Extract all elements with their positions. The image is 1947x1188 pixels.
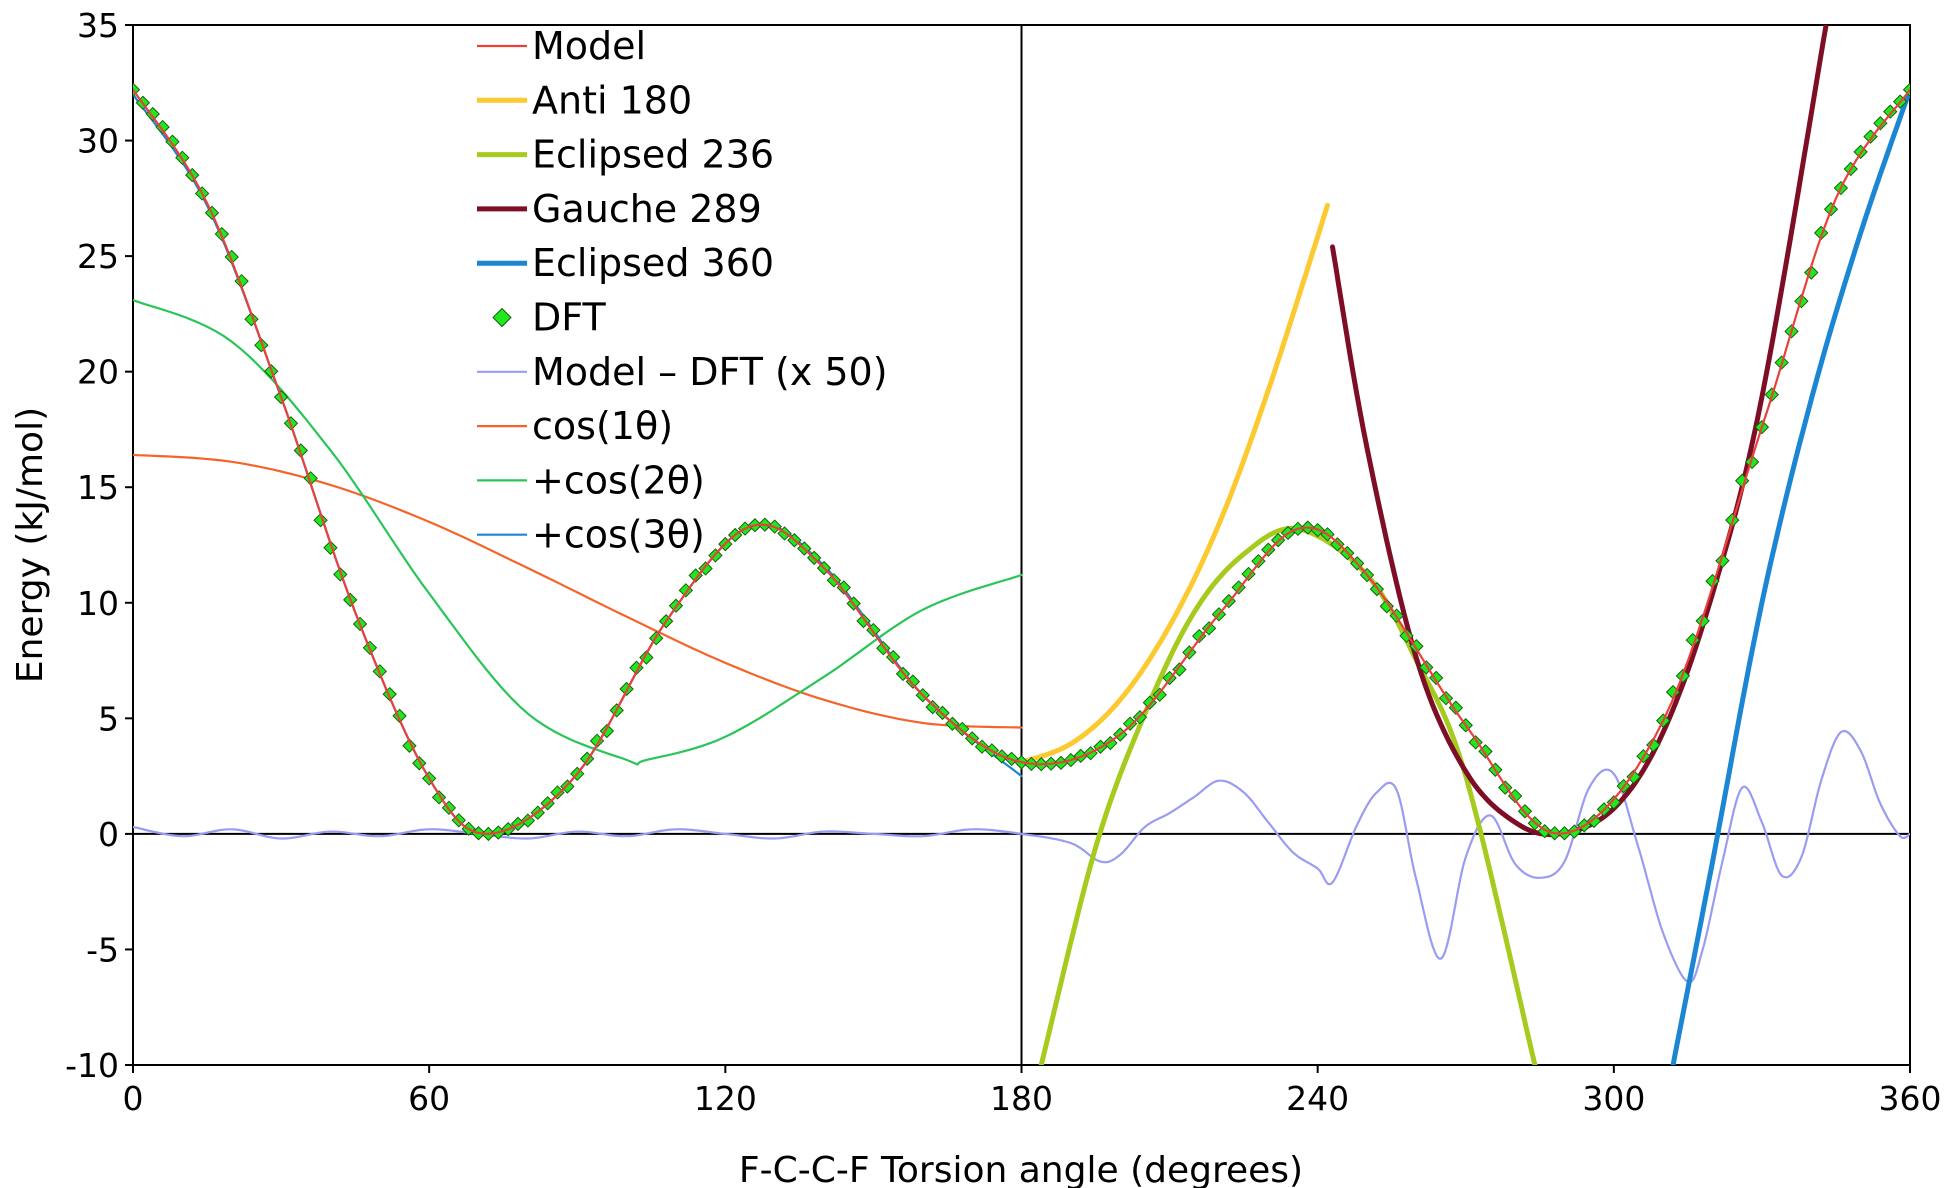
y-tick-label: 15 bbox=[77, 468, 119, 507]
y-tick-label: -10 bbox=[65, 1046, 119, 1085]
series-model-dft-x-50-line bbox=[133, 729, 1910, 984]
dft-point bbox=[1379, 599, 1394, 614]
legend: Model Anti 180 Eclipsed 236 Gauche 289 Eclip… bbox=[477, 24, 888, 557]
legend-label: +cos(3θ) bbox=[532, 513, 705, 557]
y-tick-label: 5 bbox=[98, 699, 119, 738]
series-layer bbox=[133, 25, 1910, 1065]
legend-item-gauche-289: Gauche 289 bbox=[477, 187, 762, 231]
series-group bbox=[133, 25, 1910, 1065]
legend-label: Model bbox=[532, 24, 646, 68]
legend-item-anti-180: Anti 180 bbox=[477, 78, 692, 122]
series-cos-2-line bbox=[133, 298, 1023, 766]
y-axis-title: Energy (kJ/mol) bbox=[10, 407, 51, 683]
legend-label: DFT bbox=[532, 296, 606, 340]
x-tick-label: 360 bbox=[1879, 1079, 1942, 1118]
legend-item-cos-3: +cos(3θ) bbox=[477, 513, 705, 557]
legend-label: Eclipsed 360 bbox=[532, 241, 774, 285]
legend-item-cos-1: cos(1θ) bbox=[477, 404, 673, 448]
dft-point bbox=[244, 312, 259, 327]
legend-label: cos(1θ) bbox=[532, 404, 673, 448]
axes-layer: 0 60 120 180 240 300 360 -10 -5 0 5 10 15 20 25 30 35 bbox=[65, 6, 1941, 1118]
x-tick-label: 240 bbox=[1286, 1079, 1349, 1118]
y-tick-label: 30 bbox=[77, 122, 119, 161]
x-axis-title: F-C-C-F Torsion angle (degrees) bbox=[739, 1150, 1303, 1188]
dft-point bbox=[1606, 795, 1622, 810]
legend-label: Gauche 289 bbox=[532, 187, 762, 231]
x-tick-label: 120 bbox=[694, 1079, 757, 1118]
y-tick-label: 20 bbox=[77, 353, 119, 392]
legend-marker bbox=[492, 307, 512, 328]
dft-point bbox=[1586, 813, 1602, 829]
legend-label: Model – DFT (x 50) bbox=[532, 350, 888, 394]
y-tick-label: 35 bbox=[77, 6, 119, 45]
legend-label: Anti 180 bbox=[532, 78, 692, 122]
legend-label: Eclipsed 236 bbox=[532, 133, 774, 177]
series-cos-1-line bbox=[133, 453, 1023, 729]
legend-label: +cos(2θ) bbox=[532, 458, 705, 502]
x-tick-label: 0 bbox=[123, 1079, 144, 1118]
x-tick-label: 180 bbox=[990, 1079, 1053, 1118]
series-model-line bbox=[133, 88, 1910, 835]
legend-item-eclipsed-360: Eclipsed 360 bbox=[477, 241, 774, 285]
y-tick-label: -5 bbox=[86, 930, 119, 969]
dft-point bbox=[1646, 737, 1661, 753]
legend-item-cos-2: +cos(2θ) bbox=[477, 458, 705, 502]
legend-item-eclipsed-236: Eclipsed 236 bbox=[477, 133, 774, 177]
series-eclipsed-360-line bbox=[1670, 87, 1910, 1065]
dft-point bbox=[925, 699, 940, 715]
x-tick-label: 300 bbox=[1582, 1079, 1645, 1118]
series-eclipsed-236-line bbox=[1038, 525, 1538, 1065]
dft-point bbox=[1626, 769, 1641, 785]
legend-item-model: Model bbox=[477, 24, 646, 68]
y-tick-label: 0 bbox=[98, 815, 119, 854]
y-tick-label: 10 bbox=[77, 584, 119, 623]
legend-item-model-dft-x-50: Model – DFT (x 50) bbox=[477, 350, 888, 394]
legend-item-dft: DFT bbox=[492, 296, 606, 340]
y-tick-label: 25 bbox=[77, 237, 119, 276]
x-tick-label: 60 bbox=[408, 1079, 450, 1118]
dft-point bbox=[1172, 662, 1187, 677]
series-anti-180-line bbox=[1019, 202, 1330, 765]
